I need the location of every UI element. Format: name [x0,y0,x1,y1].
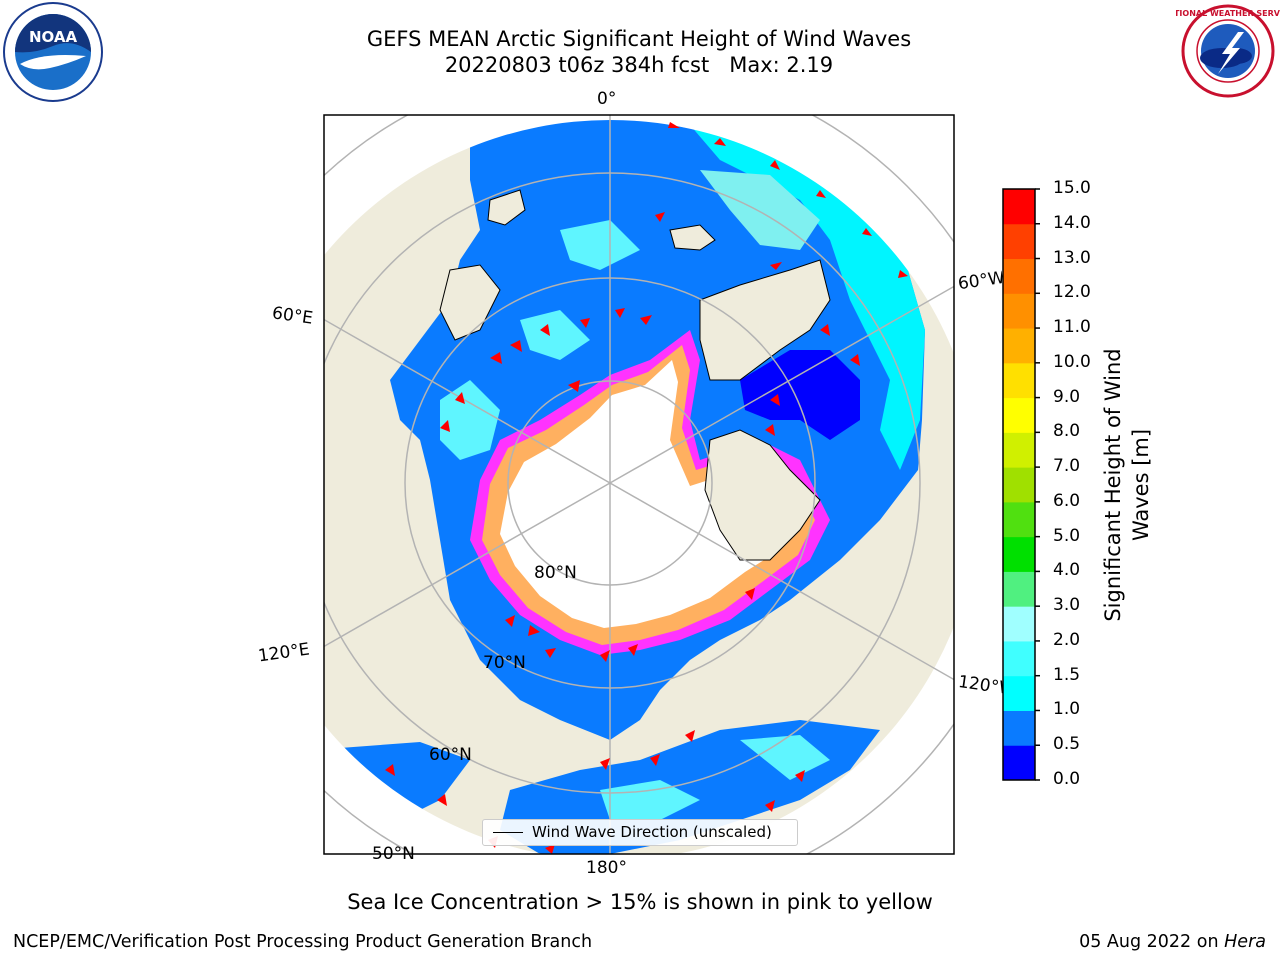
map-legend: Wind Wave Direction (unscaled) [482,819,798,846]
lat-label-50n: 50°N [372,844,415,864]
colorbar-band [1003,640,1035,677]
lon-label-180: 180° [586,858,627,878]
colorbar-band [1003,328,1035,364]
arctic-ice-interior [500,360,795,628]
footer-machine: Hera [1224,932,1266,952]
colorbar-band [1003,362,1035,399]
colorbar-tick-label: 1.5 [1053,664,1081,685]
projection-outside-mask [324,115,954,854]
colorbar-tick-label: 4.0 [1053,560,1081,581]
colorbar-tick-label: 2.0 [1053,629,1081,650]
colorbar-title-line1: Significant Height of Wind [1101,348,1125,622]
noaa-logo-icon: NOAA [3,2,103,102]
colorbar-band [1003,189,1035,225]
wind-arrows [385,122,908,854]
colorbar-tick-label: 11.0 [1053,317,1091,338]
colorbar-tick-label: 1.0 [1053,699,1081,720]
legend-line-swatch [493,832,523,833]
colorbar-band [1003,501,1035,538]
noaa-logo-text: NOAA [29,28,78,46]
colorbar-band [1003,675,1035,711]
scandinavia-land [439,264,501,341]
greenland [699,259,831,381]
map-frame [323,114,955,855]
lat-label-70n: 70°N [483,653,526,673]
colorbar-tick-label: 5.0 [1053,525,1081,546]
colorbar-band [1003,293,1035,329]
canadian-archipelago [704,429,821,561]
colorbar-tick-label: 7.0 [1053,456,1081,477]
novaya-zemlya [487,189,526,226]
nws-logo-ring-text: NATIONAL WEATHER SERVICE [1176,9,1280,18]
colorbar-band [1003,432,1035,468]
footer-date: 05 Aug 2022 on Hera [1079,932,1266,952]
chart-title: GEFS MEAN Arctic Significant Height of W… [366,27,912,51]
sea-ice-note: Sea Ice Concentration > 15% is shown in … [347,890,933,914]
colorbar-tick-label: 15.0 [1053,178,1091,198]
graticule [324,115,954,854]
svalbard-island [669,224,716,251]
colorbar-tick-label: 9.0 [1053,386,1081,407]
legend-label: Wind Wave Direction (unscaled) [532,823,772,841]
colorbar-title: Significant Height of Wind Waves [m] [1099,348,1155,621]
lon-label-0: 0° [597,89,617,109]
colorbar-band [1003,536,1035,572]
colorbar-tick-label: 13.0 [1053,247,1091,268]
colorbar-band [1003,710,1035,746]
colorbar-band [1003,745,1035,781]
colorbar-band [1003,571,1035,607]
colorbar-tick-label: 0.5 [1053,734,1081,755]
colorbar-tick-label: 8.0 [1053,421,1081,442]
colorbar-band [1003,397,1035,433]
colorbar-band [1003,467,1035,503]
colorbar-title-line2: Waves [m] [1129,428,1153,542]
colorbar-tick-label: 14.0 [1053,212,1091,233]
nws-logo-icon: NATIONAL WEATHER SERVICE [1176,4,1280,98]
footer-date-text: 05 Aug 2022 on [1079,932,1219,952]
colorbar [1002,188,1040,781]
footer-credit: NCEP/EMC/Verification Post Processing Pr… [13,932,593,952]
colorbar-tick-label: 10.0 [1053,351,1091,372]
colorbar-band [1003,223,1035,260]
colorbar-tick-label: 0.0 [1053,769,1081,789]
colorbar-tick-label: 3.0 [1053,595,1081,616]
chart-subtitle-run: 20220803 t06z 384h fcst Max: 2.19 [444,53,834,77]
colorbar-band [1003,606,1035,642]
colorbar-tick-label: 12.0 [1053,282,1091,303]
colorbar-tick-label: 6.0 [1053,490,1081,511]
lat-label-60n: 60°N [429,745,472,765]
colorbar-band [1003,258,1035,294]
lat-label-80n: 80°N [534,563,577,583]
